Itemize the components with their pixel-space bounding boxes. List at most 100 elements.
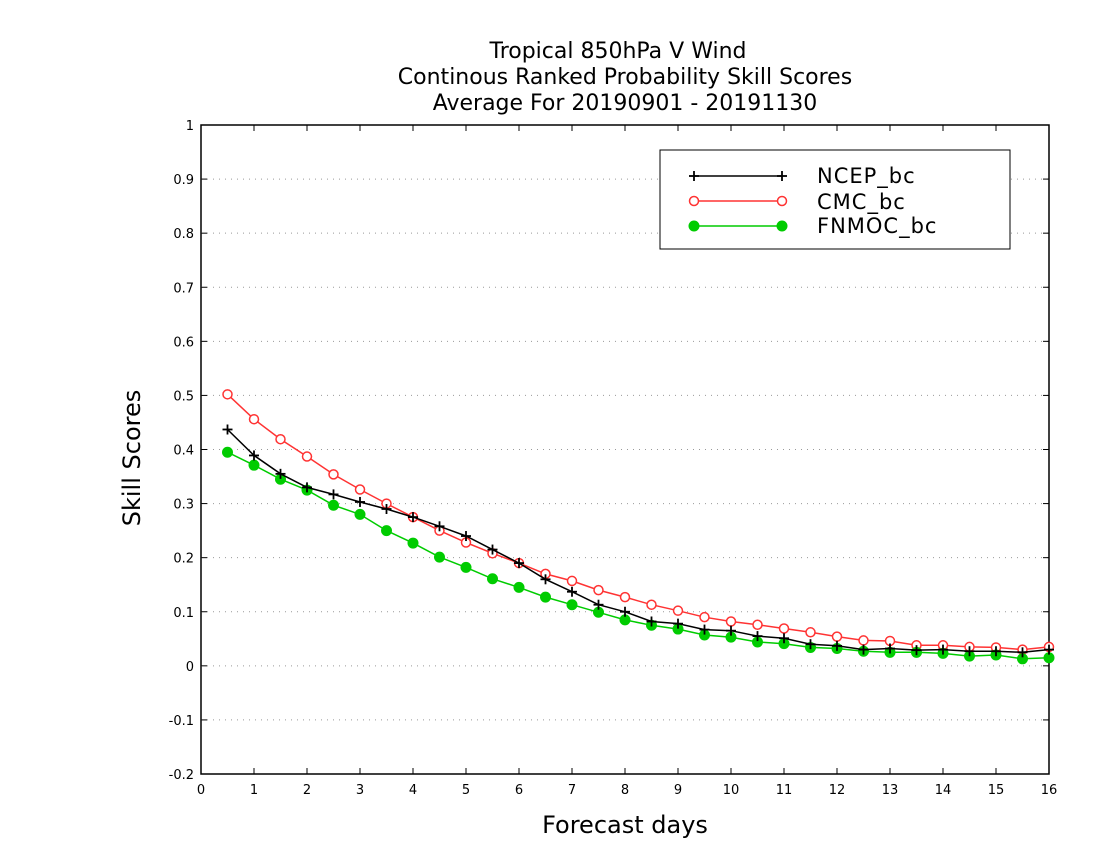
y-tick-label: 0.6: [173, 335, 194, 350]
x-tick-label: 14: [935, 783, 952, 798]
data-point-ncep-bc: [752, 631, 763, 642]
data-point-ncep-bc: [805, 639, 816, 650]
data-point-cmc-bc: [831, 631, 843, 642]
chart-title-line-3: Average For 20190901 - 20191130: [433, 91, 818, 116]
x-tick-label: 5: [462, 783, 470, 798]
data-point-ncep-bc: [434, 521, 445, 532]
data-point-fnmoc-bc: [328, 499, 339, 511]
x-tick-label: 13: [882, 783, 899, 798]
x-tick-label: 9: [674, 783, 682, 798]
data-point-cmc-bc: [752, 619, 763, 630]
data-point-fnmoc-bc: [540, 591, 551, 603]
data-point-ncep-bc: [991, 646, 1001, 657]
data-point-ncep-bc: [567, 586, 577, 597]
data-point-fnmoc-bc: [354, 508, 366, 520]
y-tick-label: 0.2: [173, 552, 194, 567]
legend-marker-cmc-bc: [688, 195, 700, 207]
data-point-ncep-bc: [938, 644, 948, 655]
x-axis-label: Forecast days: [542, 811, 708, 839]
data-point-ncep-bc: [646, 616, 657, 627]
series-ncep-bc: [222, 424, 1054, 658]
data-point-cmc-bc: [619, 591, 631, 603]
legend-label-ncep: NCEP_bc: [817, 164, 916, 189]
legend-samples: [688, 171, 788, 232]
data-point-cmc-bc: [646, 599, 657, 610]
series-line-cmc-bc: [226, 393, 1050, 651]
axis-ticks: -0.2-0.100.10.20.30.40.50.60.70.80.910 1 2…: [169, 119, 1058, 798]
legend-label-cmc: CMC_bc: [817, 190, 906, 215]
x-tick-label: 4: [409, 783, 417, 798]
series-fnmoc-bc: [222, 446, 1055, 665]
data-point-ncep-bc: [275, 468, 286, 479]
x-tick-label: 11: [776, 783, 793, 798]
data-point-ncep-bc: [408, 512, 418, 523]
y-tick-label: 0: [186, 660, 194, 675]
y-tick-label: 0.1: [173, 606, 194, 621]
x-tick-label: 7: [568, 783, 576, 798]
data-point-cmc-bc: [805, 627, 816, 638]
x-tick-label: 6: [515, 783, 523, 798]
x-tick-label: 10: [723, 783, 740, 798]
data-point-ncep-bc: [381, 503, 392, 514]
data-point-ncep-bc: [673, 618, 683, 629]
x-tick-label: 15: [988, 783, 1005, 798]
x-tick-label: 1: [250, 783, 258, 798]
data-point-fnmoc-bc: [248, 459, 260, 471]
data-point-ncep-bc: [620, 606, 630, 617]
series-layer: [222, 389, 1055, 665]
data-point-ncep-bc: [964, 646, 975, 657]
series-line-fnmoc-bc: [227, 451, 1050, 660]
legend-marker-ncep-bc: [777, 171, 787, 181]
legend-label-fnmoc: FNMOC_bc: [817, 214, 937, 239]
x-tick-label: 2: [303, 783, 311, 798]
x-tick-label: 8: [621, 783, 629, 798]
data-point-fnmoc-bc: [434, 551, 445, 563]
data-point-cmc-bc: [301, 451, 313, 462]
y-tick-label: 0.7: [173, 281, 194, 296]
y-tick-label: 0.8: [173, 227, 194, 242]
data-point-ncep-bc: [487, 544, 498, 555]
data-point-ncep-bc: [355, 496, 365, 507]
data-point-cmc-bc: [566, 575, 578, 587]
y-tick-label: -0.1: [169, 714, 194, 729]
x-tick-label: 0: [197, 783, 205, 798]
y-tick-label: 0.5: [173, 389, 194, 404]
data-point-cmc-bc: [248, 413, 260, 425]
data-point-fnmoc-bc: [513, 581, 525, 593]
data-point-cmc-bc: [699, 611, 710, 623]
y-axis-label: Skill Scores: [118, 390, 146, 527]
legend-marker-ncep-bc: [689, 171, 699, 181]
data-point-fnmoc-bc: [222, 446, 233, 458]
data-point-ncep-bc: [593, 599, 604, 610]
data-point-fnmoc-bc: [487, 573, 498, 585]
y-tick-label: -0.2: [169, 768, 194, 783]
series-cmc-bc: [222, 389, 1055, 655]
data-point-cmc-bc: [593, 584, 604, 596]
x-tick-label: 12: [829, 783, 846, 798]
data-point-ncep-bc: [1017, 647, 1028, 658]
data-point-cmc-bc: [275, 433, 286, 445]
chart-title-line-2: Continous Ranked Probability Skill Score…: [398, 65, 852, 90]
data-point-ncep-bc: [699, 624, 710, 635]
grid-lines: [201, 178, 1049, 721]
data-point-ncep-bc: [1044, 644, 1054, 655]
data-point-ncep-bc: [832, 640, 842, 651]
series-line-ncep-bc: [226, 428, 1050, 654]
data-point-ncep-bc: [779, 633, 789, 644]
data-point-fnmoc-bc: [407, 537, 419, 549]
x-tick-label: 3: [356, 783, 364, 798]
y-tick-label: 1: [186, 119, 194, 134]
data-point-ncep-bc: [726, 625, 736, 636]
data-point-fnmoc-bc: [460, 561, 472, 573]
y-tick-label: 0.9: [173, 173, 194, 188]
data-point-ncep-bc: [222, 424, 233, 435]
data-point-ncep-bc: [302, 482, 312, 493]
y-tick-label: 0.3: [173, 498, 194, 513]
data-point-cmc-bc: [778, 623, 790, 634]
data-point-fnmoc-bc: [381, 525, 392, 537]
data-point-ncep-bc: [540, 574, 551, 585]
legend-box: [659, 149, 1011, 250]
data-point-cmc-bc: [672, 605, 684, 616]
data-point-cmc-bc: [858, 635, 869, 646]
